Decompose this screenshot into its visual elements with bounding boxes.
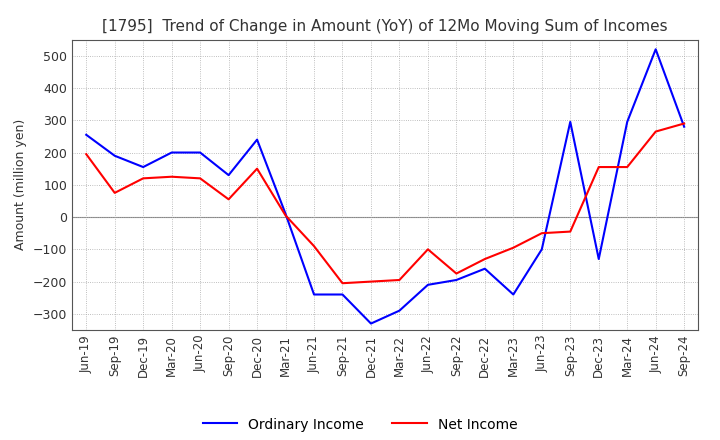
Legend: Ordinary Income, Net Income: Ordinary Income, Net Income — [197, 412, 523, 437]
Net Income — [167, 174, 176, 180]
Ordinary Income — [139, 165, 148, 170]
Net Income — [680, 121, 688, 126]
Net Income — [595, 165, 603, 170]
Ordinary Income — [167, 150, 176, 155]
Ordinary Income — [423, 282, 432, 287]
Ordinary Income — [509, 292, 518, 297]
Ordinary Income — [338, 292, 347, 297]
Net Income — [537, 231, 546, 236]
Net Income — [282, 213, 290, 218]
Net Income — [196, 176, 204, 181]
Net Income — [82, 151, 91, 157]
Line: Ordinary Income: Ordinary Income — [86, 49, 684, 323]
Net Income — [395, 277, 404, 282]
Ordinary Income — [480, 266, 489, 271]
Net Income — [509, 245, 518, 250]
Net Income — [566, 229, 575, 234]
Net Income — [225, 197, 233, 202]
Net Income — [110, 190, 119, 195]
Net Income — [310, 243, 318, 249]
Net Income — [366, 279, 375, 284]
Ordinary Income — [537, 247, 546, 252]
Ordinary Income — [282, 211, 290, 216]
Ordinary Income — [395, 308, 404, 313]
Ordinary Income — [452, 277, 461, 282]
Y-axis label: Amount (million yen): Amount (million yen) — [14, 119, 27, 250]
Net Income — [139, 176, 148, 181]
Ordinary Income — [196, 150, 204, 155]
Ordinary Income — [110, 153, 119, 158]
Ordinary Income — [595, 257, 603, 262]
Net Income — [423, 247, 432, 252]
Net Income — [253, 166, 261, 171]
Net Income — [452, 271, 461, 276]
Net Income — [652, 129, 660, 134]
Ordinary Income — [82, 132, 91, 137]
Ordinary Income — [253, 137, 261, 142]
Ordinary Income — [225, 172, 233, 178]
Net Income — [623, 165, 631, 170]
Ordinary Income — [566, 119, 575, 125]
Ordinary Income — [623, 119, 631, 125]
Ordinary Income — [680, 124, 688, 129]
Line: Net Income: Net Income — [86, 124, 684, 283]
Net Income — [338, 281, 347, 286]
Net Income — [480, 257, 489, 262]
Title: [1795]  Trend of Change in Amount (YoY) of 12Mo Moving Sum of Incomes: [1795] Trend of Change in Amount (YoY) o… — [102, 19, 668, 34]
Ordinary Income — [366, 321, 375, 326]
Ordinary Income — [310, 292, 318, 297]
Ordinary Income — [652, 47, 660, 52]
